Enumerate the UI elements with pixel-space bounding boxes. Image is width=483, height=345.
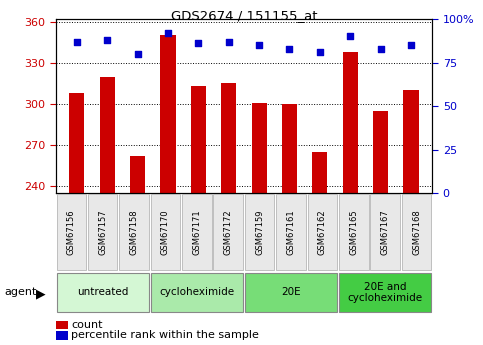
- Bar: [403, 90, 419, 193]
- Bar: [373, 111, 388, 193]
- Point: [255, 42, 263, 48]
- Point: [316, 49, 324, 55]
- Bar: [160, 36, 175, 193]
- Text: GSM67167: GSM67167: [381, 209, 390, 255]
- Text: GSM67162: GSM67162: [318, 209, 327, 255]
- Text: GSM67172: GSM67172: [224, 209, 233, 255]
- Text: GSM67157: GSM67157: [98, 209, 107, 255]
- Bar: [252, 103, 267, 193]
- Text: GDS2674 / 151155_at: GDS2674 / 151155_at: [170, 9, 317, 22]
- Text: GSM67165: GSM67165: [349, 209, 358, 255]
- Point: [134, 51, 142, 57]
- Bar: [342, 52, 358, 193]
- Text: 20E and
cycloheximide: 20E and cycloheximide: [348, 282, 423, 303]
- Text: count: count: [71, 320, 102, 330]
- Point: [103, 37, 111, 43]
- Bar: [130, 156, 145, 193]
- Bar: [282, 104, 297, 193]
- Point: [285, 46, 293, 51]
- Text: GSM67171: GSM67171: [192, 209, 201, 255]
- Point: [377, 46, 384, 51]
- Text: agent: agent: [5, 287, 37, 297]
- Text: ▶: ▶: [36, 288, 46, 300]
- Text: GSM67170: GSM67170: [161, 209, 170, 255]
- Bar: [313, 152, 327, 193]
- Text: GSM67161: GSM67161: [286, 209, 296, 255]
- Point: [407, 42, 415, 48]
- Bar: [221, 83, 236, 193]
- Text: 20E: 20E: [281, 287, 301, 297]
- Bar: [69, 93, 85, 193]
- Bar: [191, 86, 206, 193]
- Text: GSM67168: GSM67168: [412, 209, 421, 255]
- Text: percentile rank within the sample: percentile rank within the sample: [71, 331, 259, 340]
- Text: GSM67159: GSM67159: [255, 209, 264, 255]
- Point: [73, 39, 81, 45]
- Point: [225, 39, 233, 45]
- Text: GSM67158: GSM67158: [129, 209, 139, 255]
- Point: [346, 34, 354, 39]
- Bar: [99, 77, 115, 193]
- Point: [195, 41, 202, 46]
- Text: cycloheximide: cycloheximide: [159, 287, 234, 297]
- Point: [164, 30, 172, 36]
- Text: GSM67156: GSM67156: [67, 209, 76, 255]
- Text: untreated: untreated: [77, 287, 128, 297]
